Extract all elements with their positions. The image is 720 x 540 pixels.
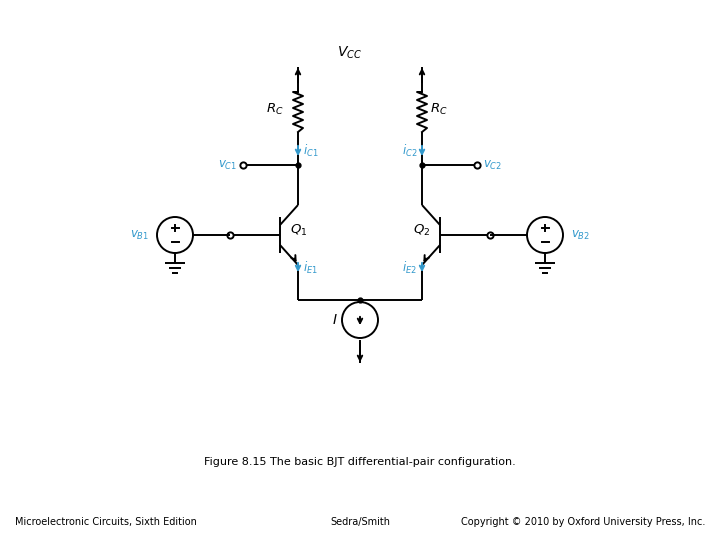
Text: $v_{B1}$: $v_{B1}$ — [130, 228, 149, 241]
Text: $i_{C1}$: $i_{C1}$ — [303, 143, 318, 159]
Text: $i_{E2}$: $i_{E2}$ — [402, 259, 417, 275]
Text: $v_{C2}$: $v_{C2}$ — [483, 158, 502, 172]
Text: Copyright © 2010 by Oxford University Press, Inc.: Copyright © 2010 by Oxford University Pr… — [461, 517, 705, 527]
Text: Figure 8.15 The basic BJT differential-pair configuration.: Figure 8.15 The basic BJT differential-p… — [204, 457, 516, 467]
Text: $R_C$: $R_C$ — [266, 102, 284, 117]
Text: $i_{C2}$: $i_{C2}$ — [402, 143, 417, 159]
Text: $I$: $I$ — [333, 313, 338, 327]
Text: $i_{E1}$: $i_{E1}$ — [303, 259, 318, 275]
Text: $R_C$: $R_C$ — [430, 102, 448, 117]
Text: $Q_1$: $Q_1$ — [290, 222, 307, 238]
Text: $v_{B2}$: $v_{B2}$ — [571, 228, 590, 241]
Text: $v_{C1}$: $v_{C1}$ — [218, 158, 237, 172]
Text: $V_{CC}$: $V_{CC}$ — [338, 45, 363, 61]
Text: $Q_2$: $Q_2$ — [413, 222, 430, 238]
Text: Sedra/Smith: Sedra/Smith — [330, 517, 390, 527]
Text: Microelectronic Circuits, Sixth Edition: Microelectronic Circuits, Sixth Edition — [15, 517, 197, 527]
